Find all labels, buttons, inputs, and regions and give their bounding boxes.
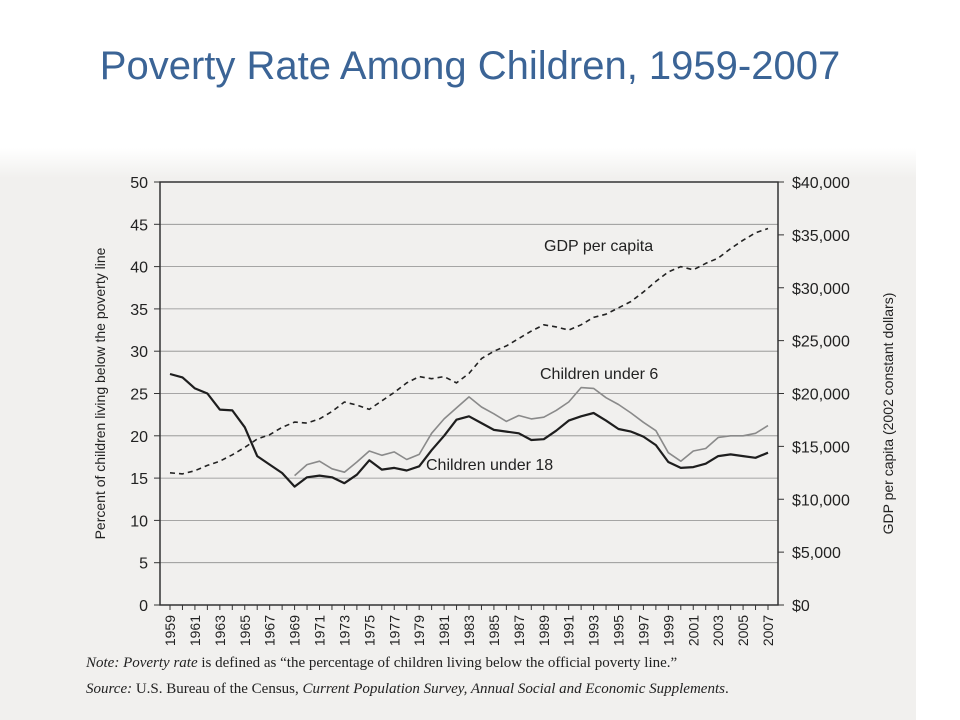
scanned-figure-background bbox=[0, 148, 916, 720]
x-tick-label: 1959 bbox=[162, 615, 178, 646]
note-text: is defined as “the percentage of childre… bbox=[197, 655, 678, 671]
x-tick-label: 1963 bbox=[212, 615, 228, 646]
y2-tick-label: $15,000 bbox=[792, 439, 850, 456]
x-tick-label: 1999 bbox=[660, 615, 676, 646]
y-tick-label: 15 bbox=[130, 471, 148, 488]
y-tick-label: 30 bbox=[130, 344, 148, 361]
x-tick-label: 2003 bbox=[710, 615, 726, 646]
series-label-children-under-6: Children under 6 bbox=[540, 366, 658, 383]
x-tick-label: 1973 bbox=[336, 615, 352, 646]
x-tick-label: 1975 bbox=[361, 615, 377, 646]
y2-tick-label: $30,000 bbox=[792, 281, 850, 298]
x-tick-label: 1983 bbox=[461, 615, 477, 646]
source-line: Source: U.S. Bureau of the Census, Curre… bbox=[86, 681, 916, 698]
x-tick-label: 2005 bbox=[735, 615, 751, 646]
y2-tick-label: $25,000 bbox=[792, 334, 850, 351]
source-publication: Current Population Survey, Annual Social… bbox=[302, 681, 725, 697]
y-tick-label: 0 bbox=[139, 598, 148, 615]
source-label: Source: bbox=[86, 681, 133, 697]
x-tick-label: 1985 bbox=[486, 615, 502, 646]
y-tick-label: 10 bbox=[130, 513, 148, 530]
y-tick-label: 25 bbox=[130, 387, 148, 404]
line-chart: 0 5 10 15 20 25 30 35 40 45 50 $0 $5,000 $10,000 $15,… bbox=[92, 175, 896, 646]
series-label-gdp-per-capita: GDP per capita bbox=[544, 238, 653, 255]
y2-axis-label: GDP per capita (2002 constant dollars) bbox=[880, 293, 896, 535]
series-line-gdp-per-capita bbox=[169, 227, 769, 475]
y2-tick-label: $40,000 bbox=[792, 175, 850, 192]
note-label: Note: bbox=[86, 655, 120, 671]
y-tick-label: 40 bbox=[130, 260, 148, 277]
note-line: Note: Poverty rate is defined as “the pe… bbox=[86, 655, 916, 672]
x-tick-label: 1989 bbox=[536, 615, 552, 646]
right-axis-ticks: $0 $5,000 $10,000 $15,000 $20,000 $25,000 $30,… bbox=[778, 175, 850, 615]
y-tick-label: 35 bbox=[130, 302, 148, 319]
source-end: . bbox=[724, 681, 729, 697]
y2-tick-label: $0 bbox=[792, 598, 810, 615]
x-tick-label: 2007 bbox=[760, 615, 776, 646]
scan-edge-fade bbox=[0, 148, 916, 178]
x-axis-ticks: 1959 1961 1963 1965 1967 1969 1971 1973 1975 1977… bbox=[162, 605, 776, 646]
y2-tick-label: $35,000 bbox=[792, 228, 850, 245]
x-tick-label: 1995 bbox=[611, 615, 627, 646]
x-tick-label: 1993 bbox=[586, 615, 602, 646]
x-tick-label: 1997 bbox=[635, 615, 651, 646]
x-tick-label: 1977 bbox=[386, 615, 402, 646]
x-tick-label: 1987 bbox=[511, 615, 527, 646]
y-axis-label: Percent of children living below the pov… bbox=[92, 247, 108, 539]
y2-tick-label: $20,000 bbox=[792, 387, 850, 404]
y-tick-label: 50 bbox=[130, 175, 148, 192]
y-tick-label: 45 bbox=[130, 217, 148, 234]
series-lines bbox=[169, 227, 769, 488]
series-line-children-under-18 bbox=[169, 372, 769, 488]
x-tick-label: 1991 bbox=[561, 615, 577, 646]
x-tick-label: 1969 bbox=[287, 615, 303, 646]
y2-tick-label: $10,000 bbox=[792, 492, 850, 509]
x-tick-label: 2001 bbox=[685, 615, 701, 646]
x-tick-label: 1967 bbox=[262, 615, 278, 646]
x-tick-label: 1981 bbox=[436, 615, 452, 646]
y2-tick-label: $5,000 bbox=[792, 545, 841, 562]
source-text: U.S. Bureau of the Census, bbox=[132, 681, 303, 697]
x-tick-label: 1965 bbox=[237, 615, 253, 646]
x-tick-label: 1961 bbox=[187, 615, 203, 646]
gridlines bbox=[160, 181, 778, 606]
x-tick-label: 1979 bbox=[411, 615, 427, 646]
x-tick-label: 1971 bbox=[312, 615, 328, 646]
note-term: Poverty rate bbox=[123, 655, 198, 671]
series-line-children-under-6 bbox=[294, 386, 769, 477]
left-axis-ticks: 0 5 10 15 20 25 30 35 40 45 50 bbox=[130, 175, 160, 615]
plot-frame bbox=[159, 181, 779, 606]
y-tick-label: 5 bbox=[139, 556, 148, 573]
y-tick-label: 20 bbox=[130, 429, 148, 446]
slide-title: Poverty Rate Among Children, 1959-2007 bbox=[99, 44, 841, 88]
series-label-children-under-18: Children under 18 bbox=[426, 457, 553, 474]
